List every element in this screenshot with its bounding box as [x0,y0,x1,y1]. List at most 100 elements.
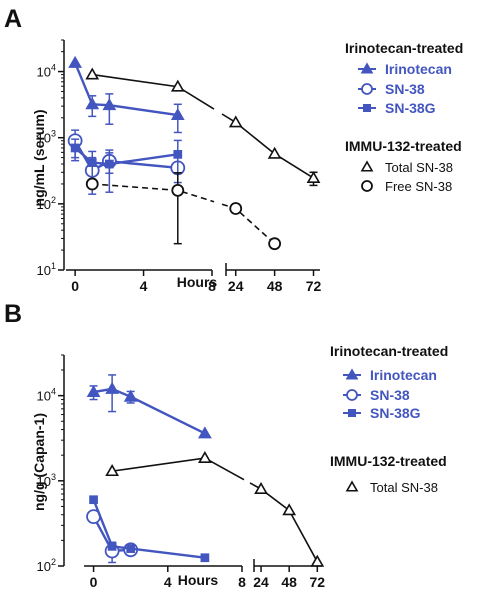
x-tick-label: 24 [253,574,269,590]
legend-label: Free SN-38 [385,179,452,194]
series-irinotecan [86,374,212,439]
data-point [229,202,243,215]
data-point [87,158,97,167]
legend-marker [345,480,359,492]
data-point [68,55,83,68]
data-point [228,115,243,128]
legend-marker [348,409,356,417]
data-point [102,98,117,111]
series-irinotecan [68,55,185,134]
series-total-sn-38 [85,67,321,187]
legend-group-heading: Irinotecan-treated [345,40,463,56]
series-total-sn-38 [105,450,325,567]
x-tick-label: 48 [267,278,283,294]
y-tick-label: 101 [37,261,56,278]
x-axis-label: Hours [177,274,218,290]
x-tick-label: 48 [281,574,297,590]
series-line [74,147,178,166]
data-point [70,143,80,153]
legend-marker [346,389,358,401]
data-point [105,381,119,394]
y-tick-exponent: 2 [51,195,56,205]
legend-label: SN-38G [385,100,436,116]
y-tick-label: 103 [37,472,56,489]
legend-marker [345,368,359,380]
x-tick-label: 72 [306,278,322,294]
x-tick-label: 24 [228,278,244,294]
series-free-sn-38 [85,172,282,251]
data-point [104,159,114,169]
panel-label: B [4,300,22,328]
data-point [173,150,183,159]
y-tick-exponent: 2 [51,557,56,567]
legend-marker [361,180,373,192]
legend: Irinotecan-treated Irinotecan SN-38 SN-38G I… [330,343,448,495]
legend-label: Total SN-38 [370,480,438,495]
panel-label: A [4,5,22,33]
y-tick-label: 102 [37,557,56,574]
data-point [282,503,297,516]
y-tick-label: 103 [37,129,56,146]
data-point [86,385,101,398]
data-point [268,237,282,251]
x-tick-label: 72 [310,574,326,590]
data-point [85,177,99,191]
legend-label: SN-38G [370,405,421,421]
data-point [198,426,212,439]
y-tick-exponent: 4 [51,387,56,397]
x-tick-label: 4 [140,278,148,294]
legend-group-heading: IMMU-132-treated [330,453,447,469]
data-point [310,554,325,567]
x-tick-label: 0 [90,574,98,590]
series-line [93,387,206,435]
data-point [306,170,321,184]
series-sn-38g [89,495,210,563]
data-point [105,464,119,477]
x-tick-label: 8 [208,278,216,294]
legend-label: Irinotecan [370,367,437,383]
y-tick-exponent: 1 [51,261,56,271]
legend-marker [363,104,371,112]
legend: Irinotecan-treated Irinotecan SN-38 SN-38G I… [345,40,463,194]
series-line [92,499,206,559]
legend-marker [360,62,374,74]
y-tick-label: 104 [37,387,56,404]
data-point [171,183,185,197]
data-point [200,553,210,563]
y-tick-label: 104 [37,63,56,80]
series-sn-38g [70,138,183,193]
data-point [89,495,98,505]
data-point [123,389,138,402]
legend-group-heading: IMMU-132-treated [345,138,462,154]
data-point [198,450,212,463]
legend-marker [360,160,374,172]
data-point [170,107,185,120]
data-point [107,542,117,551]
legend-label: SN-38 [385,81,425,97]
data-point [85,97,100,110]
x-tick-label: 4 [164,574,172,590]
legend-marker [361,83,373,95]
data-point [170,79,185,92]
y-tick-exponent: 3 [51,129,56,139]
x-axis-label: Hours [178,572,219,588]
legend-group-heading: Irinotecan-treated [330,343,448,359]
legend-label: Total SN-38 [385,160,453,175]
y-axis-label: ng/g (Capan-1) [31,413,47,511]
y-tick-label: 102 [37,195,56,212]
y-axis-label: ng/mL (serum) [31,110,47,207]
legend-label: Irinotecan [385,61,452,77]
data-point [254,481,268,495]
y-tick-exponent: 3 [51,472,56,482]
legend-label: SN-38 [370,387,410,403]
data-point [267,146,282,159]
data-point [126,544,136,553]
x-tick-label: 0 [71,278,79,294]
data-point [85,67,100,80]
series-sn-38 [86,509,139,564]
y-tick-exponent: 4 [51,63,56,73]
x-tick-label: 8 [238,574,246,590]
